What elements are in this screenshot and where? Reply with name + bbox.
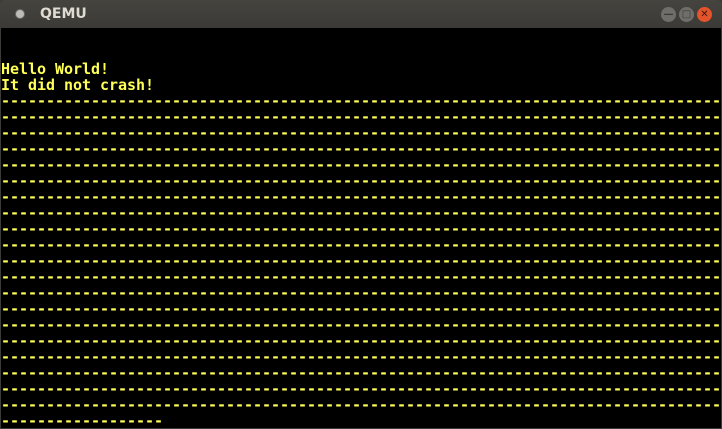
- window-title: QEMU: [40, 6, 87, 22]
- vm-display[interactable]: Hello World! It did not crash! -----------…: [1, 28, 722, 429]
- close-button[interactable]: ✕: [697, 7, 712, 22]
- console-line: ----------------------------------------…: [1, 156, 722, 174]
- console-line: ----------------------------------------…: [1, 220, 722, 238]
- console-line: Hello World!: [1, 60, 110, 78]
- minimize-button[interactable]: —: [661, 7, 676, 22]
- console-line: ----------------------------------------…: [1, 92, 722, 110]
- console-line: ----------------------------------------…: [1, 124, 722, 142]
- console-line: ----------------------------------------…: [1, 284, 722, 302]
- console-line: ------------------: [1, 412, 164, 429]
- console-line: ----------------------------------------…: [1, 172, 722, 190]
- console-line: ----------------------------------------…: [1, 268, 722, 286]
- console-line: It did not crash!: [1, 76, 155, 94]
- console-line: ----------------------------------------…: [1, 252, 722, 270]
- console-line: [1, 28, 721, 44]
- console-line: [1, 44, 721, 60]
- console-line: ----------------------------------------…: [1, 204, 722, 222]
- close-icon: ✕: [700, 9, 709, 20]
- maximize-icon: □: [681, 9, 692, 20]
- console-line: ----------------------------------------…: [1, 348, 722, 366]
- maximize-button[interactable]: □: [679, 7, 694, 22]
- console-line: ----------------------------------------…: [1, 364, 722, 382]
- console-line: ----------------------------------------…: [1, 380, 722, 398]
- app-icon: [15, 9, 25, 19]
- console-line: ----------------------------------------…: [1, 108, 722, 126]
- console-line: ----------------------------------------…: [1, 236, 722, 254]
- console-line: ----------------------------------------…: [1, 332, 722, 350]
- console-line: ----------------------------------------…: [1, 396, 722, 414]
- console-line: ----------------------------------------…: [1, 300, 722, 318]
- console-line: ----------------------------------------…: [1, 316, 722, 334]
- title-bar[interactable]: QEMU — □ ✕: [0, 0, 722, 28]
- console-line: ----------------------------------------…: [1, 188, 722, 206]
- minimize-icon: —: [663, 9, 674, 20]
- console-line: ----------------------------------------…: [1, 140, 722, 158]
